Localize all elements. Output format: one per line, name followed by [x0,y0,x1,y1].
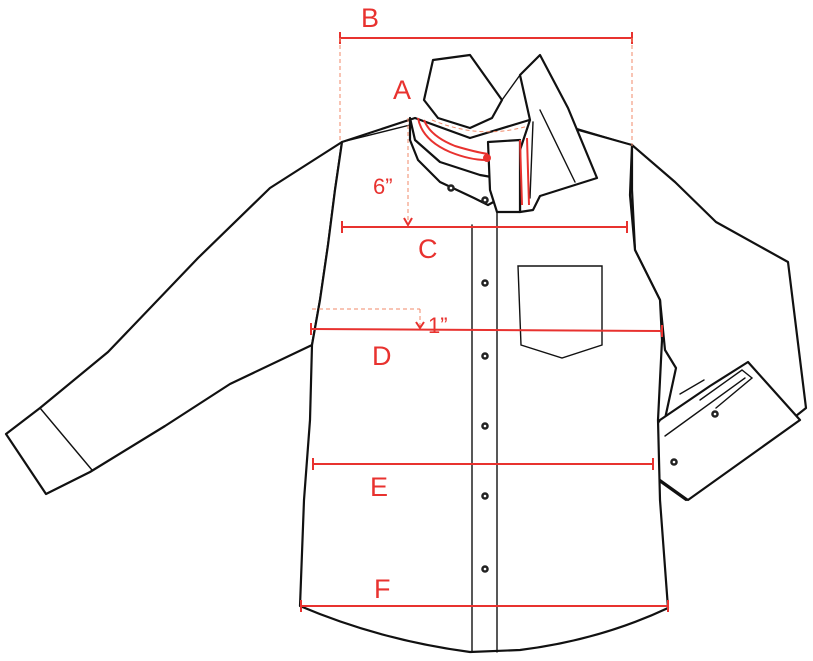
shirt-body [298,116,670,654]
label-f: F [374,574,391,604]
button [670,458,678,466]
measurements [300,32,669,612]
measure-1-inch [312,308,425,330]
label-d: D [372,341,392,371]
button [481,565,489,573]
label-6-inch: 6” [373,174,393,199]
buttons [447,184,719,573]
chest-pocket [517,265,603,359]
label-e: E [370,472,388,502]
button [481,279,489,287]
button [481,422,489,430]
labels: B A 6” C 1” D E F [361,3,448,604]
collar [408,53,599,214]
measure-b [339,32,633,146]
measure-f [300,600,669,612]
left-sleeve [4,140,344,496]
left-cuff-line [39,407,93,471]
label-c: C [418,234,438,264]
button [481,352,489,360]
placket [471,199,498,653]
button [481,196,489,204]
label-a: A [393,75,411,105]
measure-6-inch [403,118,413,228]
measure-c [341,221,628,233]
button [711,410,719,418]
label-b: B [361,3,379,33]
button [481,492,489,500]
measure-d [310,323,663,337]
button [447,184,455,192]
label-1-inch: 1” [428,313,448,338]
measure-a [417,117,530,206]
measure-e [312,458,654,470]
